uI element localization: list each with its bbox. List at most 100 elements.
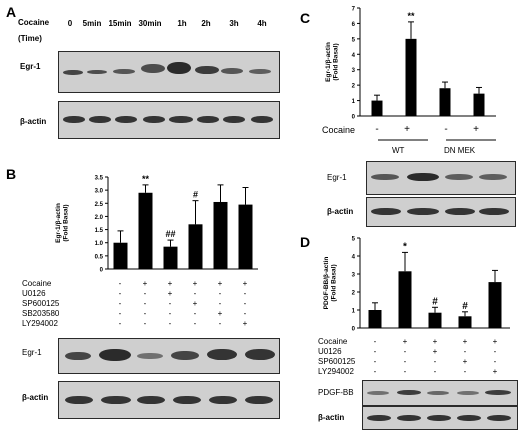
blot-band	[371, 174, 399, 180]
bar	[398, 271, 412, 328]
y-tick-label: 2.5	[95, 202, 104, 208]
blot-band	[367, 415, 391, 421]
blot-band	[427, 415, 451, 421]
treatment-sign: +	[142, 279, 148, 288]
treatment-sign: +	[404, 124, 410, 135]
y-tick-label: 4	[352, 255, 356, 261]
bar	[473, 93, 485, 116]
treatment-sign: -	[403, 357, 407, 366]
blot-band	[407, 173, 439, 181]
treatment-sign: -	[243, 309, 247, 318]
treatment-sign: +	[492, 337, 498, 346]
panel-c-group-dn-mek: DN MEK	[444, 146, 476, 155]
treatment-name: SP600125	[22, 299, 60, 308]
treatment-sign: -	[493, 347, 497, 356]
timepoint-label: 1h	[177, 19, 187, 28]
blot-band	[65, 352, 91, 360]
panel-d-blot-label-1: PDGF-BB	[318, 388, 354, 397]
blot-band	[371, 208, 401, 215]
treatment-sign: -	[193, 289, 197, 298]
panel-b-egr1-blot	[58, 338, 280, 374]
treatment-sign: -	[218, 299, 222, 308]
treatment-sign: -	[243, 289, 247, 298]
y-axis-label: PDGF-BB/β-actin(Fold Basal)	[323, 257, 338, 310]
blot-band	[445, 208, 475, 215]
y-tick-label: 3	[352, 68, 356, 74]
panel-c-blot-label-1: Egr-1	[327, 173, 347, 182]
y-tick-label: 1	[352, 99, 356, 105]
treatment-sign: +	[432, 337, 438, 346]
treatment-sign: -	[463, 367, 467, 376]
bar	[368, 310, 382, 328]
treatment-name: U0126	[22, 289, 46, 298]
treatment-sign: -	[168, 319, 172, 328]
significance-label: **	[142, 174, 150, 184]
treatment-sign: -	[243, 299, 247, 308]
bar	[439, 88, 451, 116]
blot-band	[397, 390, 421, 395]
treatment-sign: -	[373, 357, 377, 366]
treatment-sign: +	[192, 299, 198, 308]
y-axis-label: Egr-1/β-actin(Fold Basal)	[55, 203, 70, 243]
treatment-sign: -	[373, 337, 377, 346]
y-tick-label: 0	[352, 115, 356, 121]
bar	[458, 316, 472, 328]
panel-a-egr1-blot	[58, 51, 280, 93]
significance-label: **	[407, 11, 415, 21]
treatment-sign: -	[444, 124, 448, 135]
timepoint-label: 15min	[108, 19, 132, 28]
blot-band	[169, 116, 193, 123]
timepoint-label: 3h	[229, 19, 239, 28]
blot-band	[223, 116, 245, 123]
treatment-sign: -	[373, 347, 377, 356]
treatment-sign: +	[242, 279, 248, 288]
treatment-sign: -	[143, 309, 147, 318]
blot-band	[173, 396, 201, 404]
panel-b-bar-chart: 0 0.5 1.0 1.5 2.0 2.5 3.0 3.5 Egr-1/β-actin(Fold…	[55, 174, 258, 274]
panel-b-actin-blot	[58, 381, 280, 419]
treatment-sign: -	[375, 124, 379, 135]
panel-a-treatment-label: Cocaine	[18, 18, 50, 27]
treatment-sign: +	[432, 347, 438, 356]
treatment-sign: +	[462, 357, 468, 366]
blot-band	[115, 116, 137, 123]
panel-b-blot-label-1: Egr-1	[22, 348, 42, 357]
treatment-sign: +	[242, 319, 248, 328]
treatment-sign: -	[118, 279, 122, 288]
timepoint-label: 0	[67, 19, 73, 28]
blot-band	[89, 116, 111, 123]
blot-band	[209, 396, 237, 404]
treatment-sign: +	[473, 124, 479, 135]
treatment-sign: -	[493, 357, 497, 366]
blot-band	[171, 351, 199, 360]
treatment-sign: -	[143, 289, 147, 298]
treatment-sign: +	[492, 367, 498, 376]
blot-band	[221, 68, 243, 74]
treatment-sign: -	[433, 357, 437, 366]
y-tick-label: 2.0	[95, 215, 104, 221]
treatment-sign: +	[462, 337, 468, 346]
treatment-sign: -	[143, 319, 147, 328]
blot-band	[143, 116, 165, 123]
treatment-sign: -	[218, 289, 222, 298]
panel-b-blot-label-2: β-actin	[22, 393, 49, 402]
treatment-name: U0126	[318, 347, 342, 356]
blot-band	[141, 64, 165, 73]
y-tick-label: 3	[352, 273, 356, 279]
treatment-sign: -	[403, 347, 407, 356]
blot-band	[65, 396, 93, 404]
treatment-name: Cocaine	[22, 279, 52, 288]
panel-c-group-brackets	[378, 139, 496, 141]
treatment-sign: -	[118, 289, 122, 298]
blot-band	[245, 349, 275, 360]
y-tick-label: 1.5	[95, 228, 104, 234]
blot-band	[197, 116, 219, 123]
blot-band	[167, 62, 191, 74]
panel-c-treatment-label: Cocaine	[322, 125, 356, 135]
blot-band	[457, 415, 481, 421]
timepoint-label: 4h	[257, 19, 267, 28]
y-tick-label: 1.0	[95, 241, 104, 247]
panel-a-actin-blot	[58, 101, 280, 139]
panel-c-bar-chart: 0 1 2 3 4 5 6 7 Egr-1/β-actin(Fold Basal) **	[325, 7, 496, 121]
treatment-sign: -	[433, 367, 437, 376]
